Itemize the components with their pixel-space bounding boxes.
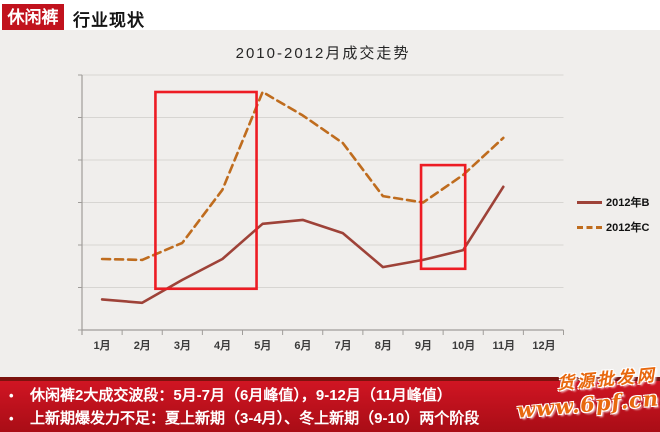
x-axis-label: 4月 (214, 340, 232, 352)
legend-item-2012b: 2012年B (577, 194, 649, 210)
page-title: 行业现状 (73, 11, 145, 30)
x-axis-labels: 1月 2月 3月 4月 5月 6月 7月 8月 9月 10月 11月 12月 (82, 337, 564, 353)
solid-line-swatch (577, 200, 602, 204)
bullet-icon: • (9, 388, 14, 403)
banner-bullet-2: • 上新期爆发力不足：夏上新期（3-4月）、冬上新期（9-10）两个阶段 (0, 407, 660, 430)
legend-item-2012c: 2012年C (577, 219, 649, 235)
x-axis-label: 6月 (294, 340, 312, 352)
x-axis-label: 3月 (173, 340, 191, 352)
legend-label: 2012年C (606, 222, 650, 234)
x-axis-label: 7月 (334, 340, 352, 352)
banner-text: 休闲裤2大成交波段：5月-7月（6月峰值），9-12月（11月峰值） (30, 387, 452, 404)
x-axis-label: 11月 (492, 340, 516, 352)
legend-label: 2012年B (606, 197, 650, 209)
x-axis-label: 5月 (254, 340, 272, 352)
summary-banner: • 休闲裤2大成交波段：5月-7月（6月峰值），9-12月（11月峰值） • 上… (0, 377, 660, 432)
slide-background (0, 30, 660, 377)
banner-text: 上新期爆发力不足：夏上新期（3-4月）、冬上新期（9-10）两个阶段 (30, 410, 480, 427)
chart-legend: 2012年B 2012年C (577, 194, 649, 244)
x-axis-label: 2月 (133, 340, 151, 352)
x-axis-label: 12月 (532, 340, 556, 352)
chart-title: 2010-2012月成交走势 (235, 45, 411, 62)
banner-bullet-1: • 休闲裤2大成交波段：5月-7月（6月峰值），9-12月（11月峰值） (0, 384, 660, 407)
x-axis-label: 10月 (452, 340, 476, 352)
x-axis-label: 1月 (93, 340, 111, 352)
bullet-icon: • (9, 411, 14, 426)
header: 休闲裤 行业现状 (0, 0, 660, 31)
dashed-line-swatch (577, 225, 602, 229)
x-axis-label: 9月 (414, 340, 433, 352)
category-badge: 休闲裤 (2, 4, 64, 31)
x-axis-label: 8月 (374, 340, 392, 352)
